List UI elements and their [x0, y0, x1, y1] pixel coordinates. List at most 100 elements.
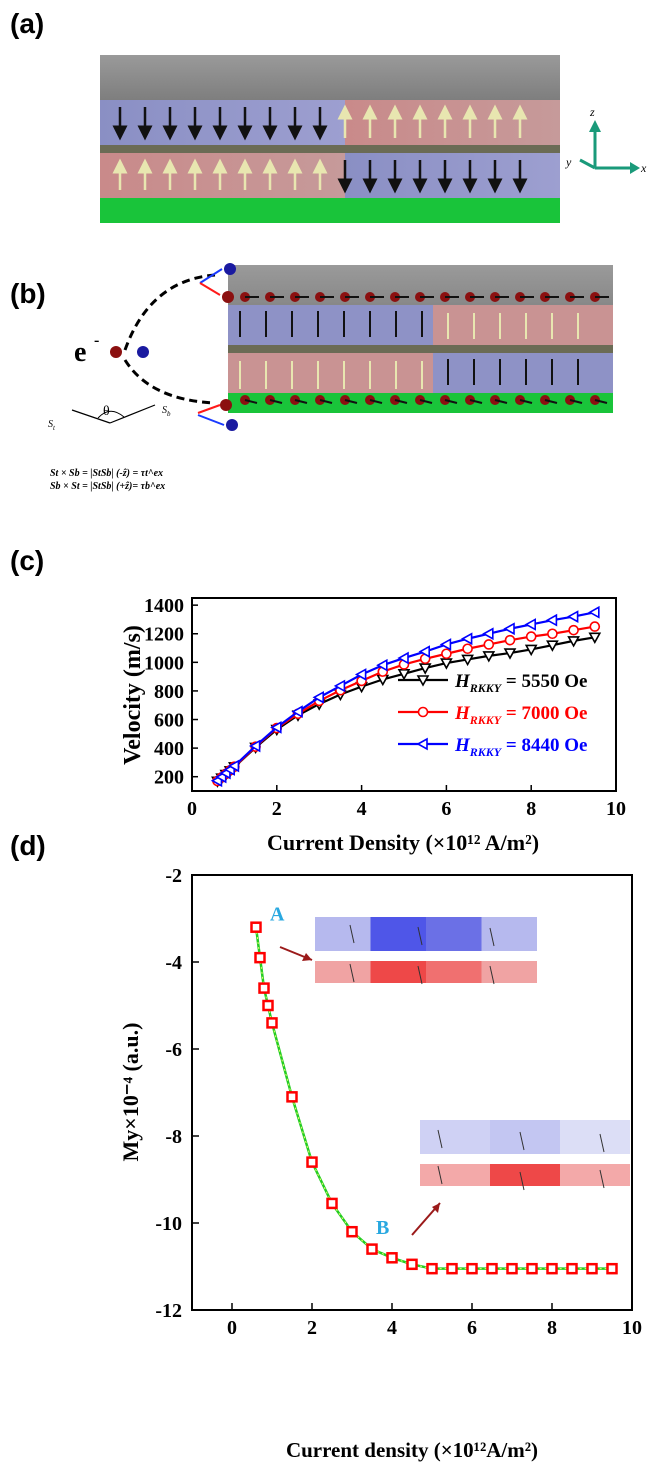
y-tick-label: 1400 [144, 595, 184, 617]
c-ylabel: Velocity (m/s) [120, 625, 146, 765]
x-tick-label: 8 [526, 798, 536, 820]
legend-marker [417, 706, 429, 718]
data-point [406, 1258, 418, 1271]
data-point [446, 1262, 458, 1275]
x-tick-label: 0 [227, 1317, 237, 1339]
theta-label: θ [103, 404, 110, 419]
data-point [524, 644, 538, 657]
data-point [503, 648, 517, 660]
st-label: St [48, 419, 56, 432]
x-tick-label: 6 [467, 1317, 477, 1339]
data-point [354, 668, 367, 681]
x-tick-label: 4 [357, 798, 367, 820]
data-point [461, 654, 474, 667]
panel-label-a: (a) [10, 8, 45, 39]
data-point [460, 632, 473, 646]
data-point [526, 1262, 538, 1275]
data-point [503, 622, 515, 636]
panel-b-illustration: e - θ St Sb [48, 263, 613, 432]
data-point [258, 982, 270, 994]
data-point [376, 658, 388, 672]
data-point [482, 627, 494, 641]
y-tick-label: -2 [165, 865, 182, 887]
x-tick-label: 4 [387, 1317, 397, 1339]
data-point [366, 1243, 378, 1255]
data-point [441, 648, 452, 660]
data-point [466, 1262, 478, 1275]
sb-label: Sb [162, 405, 171, 418]
legend-label: HRKKY = 7000 Oe [454, 703, 587, 727]
electron-sup: - [94, 332, 99, 349]
d-xlabel: Current density (×10¹²A/m²) [286, 1438, 538, 1462]
data-point [545, 613, 558, 627]
x-tick-label: 2 [272, 798, 282, 820]
panel-label-c: (c) [10, 545, 45, 576]
legend-label: HRKKY = 5550 Oe [454, 671, 587, 695]
data-point [589, 621, 601, 632]
x-tick-label: 10 [622, 1317, 642, 1339]
data-point [482, 651, 496, 663]
data-point [386, 1252, 398, 1264]
data-point [397, 651, 409, 665]
legend-marker [416, 675, 430, 687]
annotation-b: B [376, 1217, 389, 1239]
data-point [266, 1017, 278, 1029]
electron-label: e [74, 337, 86, 368]
x-tick-label: 10 [606, 798, 626, 820]
data-point [250, 921, 262, 933]
torque-equation-top: St × Sb = |StSb| (-ẑ) = τt^ex [50, 468, 164, 479]
data-point [291, 705, 303, 719]
y-tick-label: -12 [155, 1300, 182, 1322]
my-chart: 0 2 4 6 8 10-2-4-6-8-10-12 AB My×10⁻⁴ (a.u.) … [118, 865, 642, 1462]
panel-label-b: (b) [10, 278, 46, 309]
y-tick-label: 400 [154, 738, 184, 760]
data-point [486, 1262, 498, 1275]
data-point [439, 638, 452, 651]
axis-y-label: y [565, 155, 572, 169]
plot-frame-d [191, 874, 633, 1311]
data-point [248, 739, 261, 753]
y-tick-label: 200 [154, 767, 184, 789]
data-point [566, 610, 579, 623]
x-tick-label: 0 [187, 798, 197, 820]
data-point [567, 636, 580, 648]
plot-frame [191, 597, 617, 792]
data-point [286, 1091, 298, 1103]
y-tick-label: -6 [165, 1039, 182, 1061]
data-point [524, 618, 536, 631]
data-point [346, 1225, 358, 1238]
data-point [586, 1262, 598, 1275]
data-point [270, 721, 282, 734]
legend-label: HRKKY = 8440 Oe [454, 735, 587, 759]
data-point [262, 999, 274, 1012]
data-point [547, 628, 558, 640]
axis-x-label: x [640, 161, 647, 175]
annotation-a: A [270, 904, 285, 926]
d-ylabel: My×10⁻⁴ (a.u.) [118, 1023, 143, 1162]
data-point [462, 643, 473, 655]
x-tick-label: 8 [547, 1317, 557, 1339]
data-point [606, 1262, 618, 1275]
panel-label-d: (d) [10, 830, 46, 861]
y-tick-label: -10 [155, 1213, 182, 1235]
data-point [312, 690, 324, 704]
data-point [506, 1262, 518, 1275]
velocity-chart: 0 2 4 6 8 10 200 400 600 800 1000 1200 1400 HRKKY = … [120, 595, 626, 855]
data-point [525, 631, 537, 642]
c-xlabel: Current Density (×10¹² A/m²) [267, 830, 539, 855]
data-point [568, 624, 579, 636]
data-point [566, 1262, 578, 1275]
panel-a-illustration: z y x [100, 55, 647, 223]
data-point [254, 951, 266, 964]
data-point [426, 1262, 438, 1275]
series-line-dots [255, 927, 612, 1270]
y-tick-label: -8 [165, 1126, 182, 1148]
data-point [504, 634, 516, 646]
data-point [588, 632, 602, 644]
data-point [546, 640, 559, 652]
torque-equation-bottom: Sb × St = |StSb| (+ẑ)= τb^ex [50, 481, 166, 492]
y-tick-label: 1200 [144, 624, 184, 646]
data-point [483, 639, 495, 650]
axis-z-label: z [589, 105, 595, 119]
data-point [333, 679, 346, 693]
